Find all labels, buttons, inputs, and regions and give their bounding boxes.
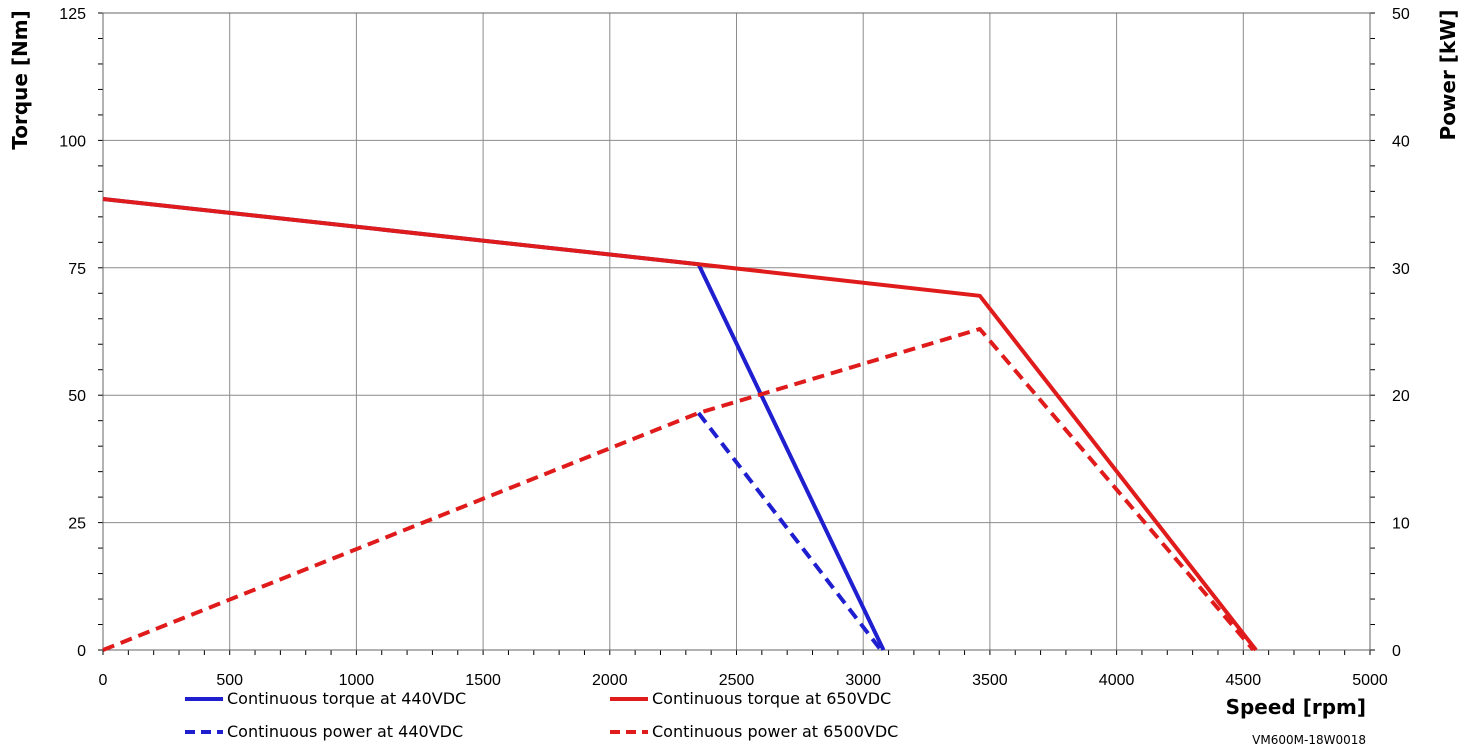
- plot-frame: [102, 12, 1371, 651]
- x-axis-title: Speed [rpm]: [1226, 695, 1366, 719]
- tick-labels: 0 500 1000 1500 2000 2500 3000 3500 4000 4500 5000…: [59, 6, 1410, 689]
- y-right-tick-label: 30: [1392, 261, 1410, 278]
- x-tick-label: 3500: [972, 672, 1008, 689]
- x-tick-label: 4500: [1226, 672, 1262, 689]
- series-line-0: [102, 197, 886, 651]
- y-axis-left-title: Torque [Nm]: [8, 10, 32, 150]
- legend-label: Continuous power at 6500VDC: [652, 722, 898, 741]
- x-tick-label: 2000: [592, 672, 628, 689]
- axes: [98, 12, 1375, 655]
- y-left-tick-label: 125: [59, 6, 86, 23]
- y-right-tick-label: 0: [1392, 643, 1401, 660]
- series-line-3: [102, 327, 1255, 652]
- y-right-tick-label: 50: [1392, 6, 1410, 23]
- y-left-tick-label: 100: [59, 133, 86, 150]
- x-tick-label: 1000: [339, 672, 375, 689]
- x-tick-label: 4000: [1099, 672, 1135, 689]
- x-tick-label: 1500: [465, 672, 501, 689]
- y-right-tick-label: 40: [1392, 133, 1410, 150]
- y-left-tick-label: 75: [68, 261, 86, 278]
- series-line-2: [696, 411, 883, 652]
- y-left-tick-label: 25: [68, 516, 86, 533]
- series-line-1: [102, 197, 1258, 652]
- y-axis-right-title: Power [kW]: [1436, 10, 1460, 141]
- legend: Continuous torque at 440VDC Continuous to…: [185, 689, 898, 741]
- series-group: [102, 197, 1258, 652]
- x-tick-label: 3000: [845, 672, 881, 689]
- legend-label: Continuous torque at 650VDC: [652, 689, 891, 708]
- x-tick-label: 500: [216, 672, 243, 689]
- legend-label: Continuous power at 440VDC: [227, 722, 463, 741]
- y-left-tick-label: 50: [68, 388, 86, 405]
- x-tick-label: 5000: [1352, 672, 1388, 689]
- legend-label: Continuous torque at 440VDC: [227, 689, 466, 708]
- footnote-code: VM600M-18W0018: [1252, 733, 1366, 747]
- y-right-tick-label: 10: [1392, 516, 1410, 533]
- y-left-tick-label: 0: [77, 643, 86, 660]
- y-right-tick-label: 20: [1392, 388, 1410, 405]
- x-tick-label: 2500: [719, 672, 755, 689]
- x-tick-label: 0: [99, 672, 108, 689]
